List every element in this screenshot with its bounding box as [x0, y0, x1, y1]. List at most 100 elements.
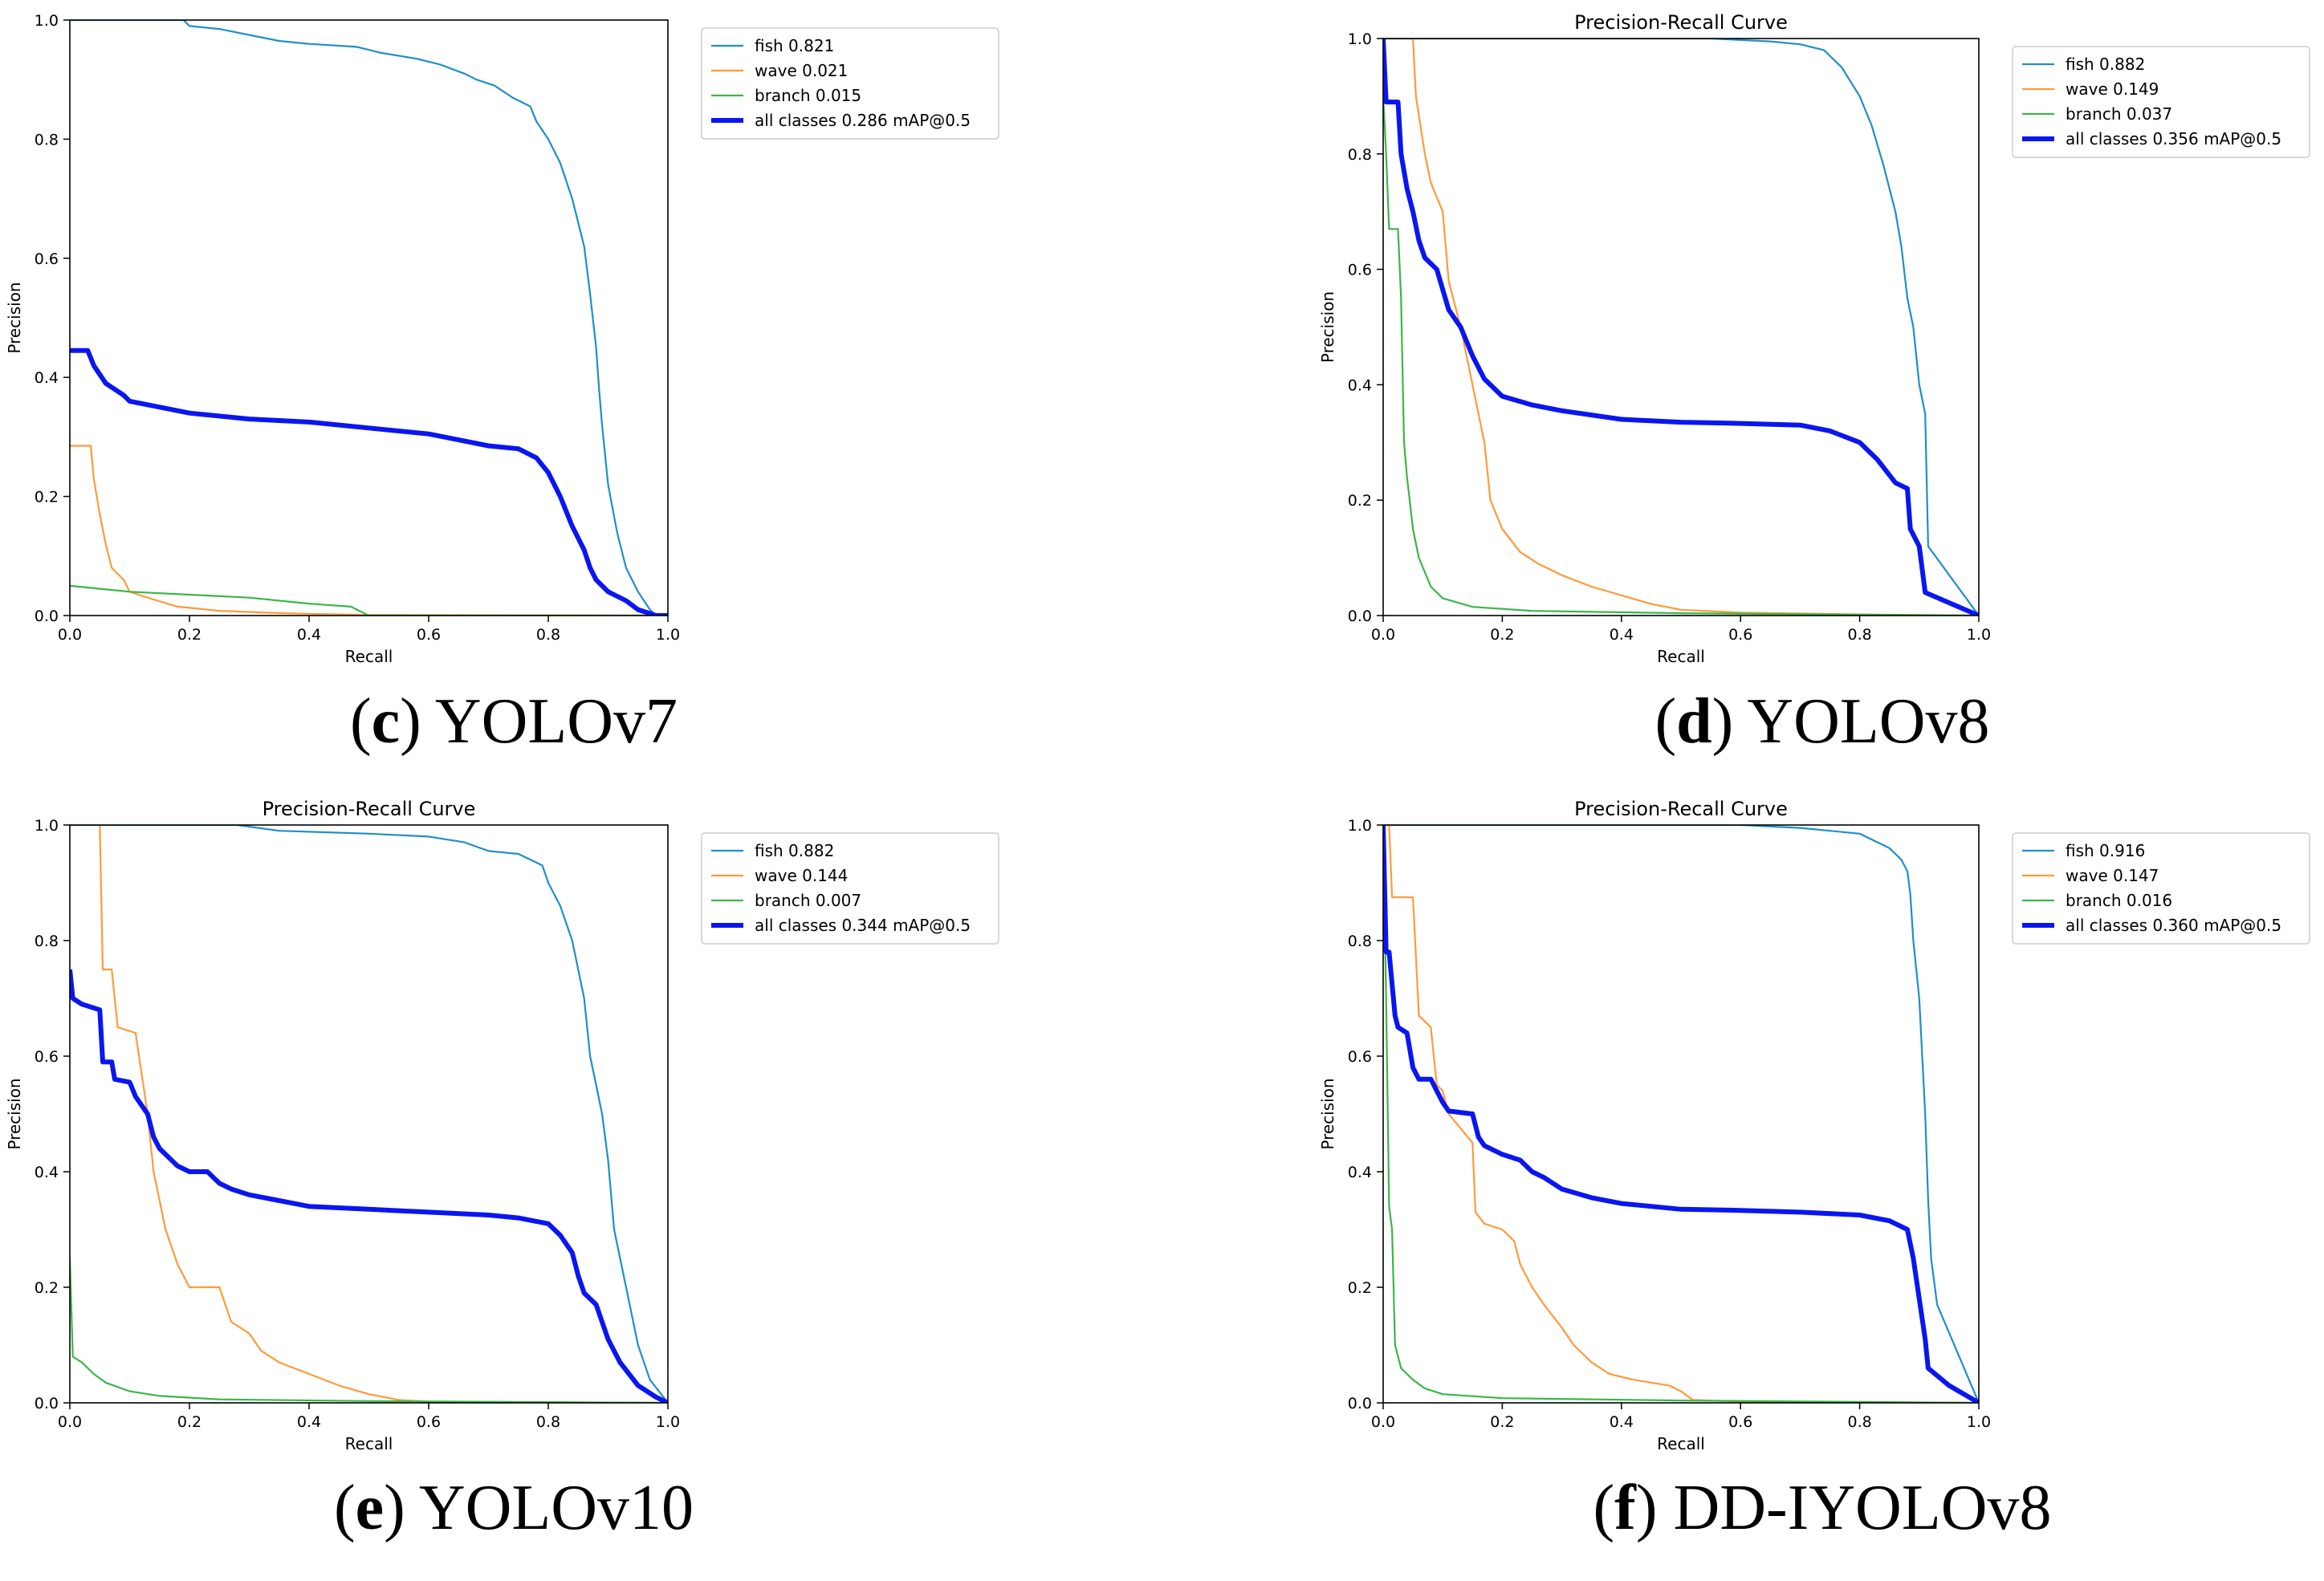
series-line-3 — [1383, 39, 1979, 616]
series-line-0 — [70, 825, 668, 1403]
legend: fish 0.882 wave 0.144 branch 0.007 all clas… — [701, 832, 999, 945]
legend-box — [2012, 832, 2310, 945]
y-axis-label: Precision — [5, 1078, 24, 1149]
x-tick-label: 1.0 — [1967, 1413, 1991, 1431]
y-tick-label: 0.2 — [1348, 1279, 1372, 1297]
y-axis-label: Precision — [5, 282, 24, 353]
series-line-3 — [70, 347, 668, 616]
caption-text: ) YOLOv10 — [384, 1473, 694, 1543]
y-tick-label: 0.4 — [35, 1164, 59, 1181]
x-axis-label: Recall — [345, 1434, 393, 1453]
legend: fish 0.821 wave 0.021 branch 0.015 all clas… — [701, 27, 999, 140]
y-tick-label: 0.0 — [35, 608, 59, 625]
x-axis-label: Recall — [1657, 1434, 1705, 1453]
x-tick-label: 0.2 — [1490, 1413, 1514, 1431]
x-tick-label: 0.0 — [1371, 1413, 1395, 1431]
caption-text: ) YOLOv8 — [1712, 686, 1990, 757]
legend-box — [701, 832, 999, 945]
caption-text: ) YOLOv7 — [400, 686, 678, 757]
series-line-1 — [1412, 39, 1979, 616]
legend-entry: branch 0.015 — [755, 86, 861, 105]
x-axis-label: Recall — [1657, 647, 1705, 666]
y-tick-label: 1.0 — [35, 12, 59, 30]
caption-open-paren: ( — [350, 686, 372, 757]
y-tick-label: 1.0 — [35, 817, 59, 835]
legend-entry: wave 0.147 — [2066, 866, 2159, 885]
y-tick-label: 0.6 — [35, 1048, 59, 1066]
legend: fish 0.882 wave 0.149 branch 0.037 all clas… — [2012, 46, 2310, 158]
y-tick-label: 0.4 — [1348, 376, 1372, 394]
caption-letter: d — [1676, 686, 1712, 757]
y-tick-label: 0.4 — [1348, 1164, 1372, 1181]
series-line-1 — [99, 825, 668, 1403]
chart-title: Precision-Recall Curve — [263, 798, 476, 820]
y-tick-label: 0.6 — [1348, 262, 1372, 279]
x-tick-label: 0.6 — [417, 626, 441, 644]
x-axis-label: Recall — [345, 647, 393, 666]
panel-caption: (c) YOLOv7 — [350, 686, 678, 757]
panel-caption: (e) YOLOv10 — [334, 1473, 694, 1543]
legend-entry: all classes 0.356 mAP@0.5 — [2066, 129, 2281, 148]
x-tick-label: 0.2 — [177, 1413, 201, 1431]
chart-panel-d: 0.0 0.2 0.4 0.6 0.8 1.0 0.0 0.2 0.4 0.6 0.8 1.0 Reca… — [1318, 11, 2310, 757]
x-tick-label: 0.0 — [1371, 626, 1395, 644]
y-tick-label: 0.8 — [35, 933, 59, 950]
y-tick-label: 0.6 — [1348, 1048, 1372, 1066]
plot-frame — [69, 824, 669, 1404]
panel-caption: (d) YOLOv8 — [1655, 686, 1990, 757]
legend-entry: fish 0.821 — [755, 36, 834, 55]
legend-box — [2012, 46, 2310, 158]
x-tick-label: 0.4 — [297, 1413, 321, 1431]
y-tick-label: 0.8 — [1348, 933, 1372, 950]
series-line-2 — [1383, 825, 1979, 1403]
y-tick-label: 0.2 — [35, 489, 59, 506]
caption-text: ) DD-IYOLOv8 — [1636, 1473, 2052, 1543]
plot-frame — [1382, 38, 1980, 616]
series-line-3 — [70, 969, 668, 1403]
x-tick-label: 0.8 — [1847, 1413, 1871, 1431]
y-tick-label: 0.2 — [35, 1279, 59, 1297]
x-tick-label: 0.0 — [58, 1413, 82, 1431]
x-tick-label: 1.0 — [656, 626, 680, 644]
chart-panel-f: 0.0 0.2 0.4 0.6 0.8 1.0 0.0 0.2 0.4 0.6 0.8 1.0 Reca… — [1318, 798, 2310, 1543]
y-tick-label: 0.0 — [1348, 608, 1372, 625]
legend-entry: wave 0.149 — [2066, 79, 2159, 99]
x-tick-label: 0.8 — [536, 1413, 560, 1431]
x-tick-label: 0.4 — [297, 626, 321, 644]
y-tick-label: 1.0 — [1348, 30, 1372, 48]
y-tick-label: 1.0 — [1348, 817, 1372, 835]
chart-title: Precision-Recall Curve — [1574, 11, 1788, 34]
legend-entry: wave 0.144 — [755, 866, 848, 885]
series-line-2 — [70, 1258, 668, 1403]
y-axis-label: Precision — [1318, 291, 1337, 363]
y-tick-label: 0.0 — [35, 1395, 59, 1412]
legend-entry: branch 0.007 — [755, 891, 861, 910]
legend-entry: fish 0.916 — [2066, 841, 2145, 860]
y-tick-label: 0.8 — [35, 131, 59, 148]
x-tick-label: 1.0 — [656, 1413, 680, 1431]
legend-box — [701, 27, 999, 140]
chart-title: Precision-Recall Curve — [1574, 798, 1788, 820]
y-tick-label: 0.0 — [1348, 1395, 1372, 1412]
series-line-3 — [1383, 825, 1979, 1403]
y-tick-label: 0.2 — [1348, 492, 1372, 510]
series-line-0 — [70, 20, 668, 616]
caption-letter: e — [356, 1473, 385, 1543]
x-tick-label: 0.8 — [536, 626, 560, 644]
panel-caption: (f) DD-IYOLOv8 — [1593, 1473, 2052, 1543]
x-tick-label: 0.4 — [1610, 626, 1634, 644]
series-line-0 — [1383, 825, 1979, 1403]
legend-entry: branch 0.037 — [2066, 104, 2172, 124]
caption-letter: f — [1614, 1473, 1637, 1543]
x-tick-label: 0.2 — [177, 626, 201, 644]
x-tick-label: 1.0 — [1967, 626, 1991, 644]
legend-entry: all classes 0.286 mAP@0.5 — [755, 111, 971, 130]
x-tick-label: 0.0 — [58, 626, 82, 644]
legend-entry: branch 0.016 — [2066, 891, 2172, 910]
y-tick-label: 0.8 — [1348, 146, 1372, 164]
caption-open-paren: ( — [1655, 686, 1677, 757]
plot-frame — [69, 19, 669, 616]
x-tick-label: 0.8 — [1847, 626, 1871, 644]
